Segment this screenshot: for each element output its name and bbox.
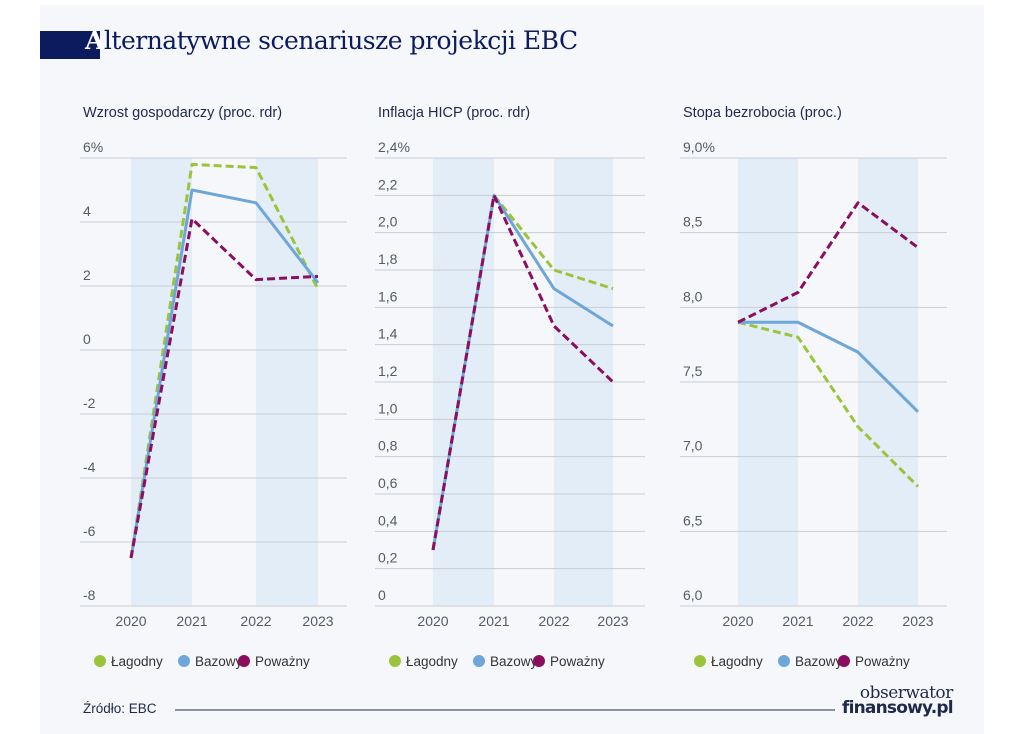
- y-tick-label: 9,0%: [683, 139, 715, 155]
- x-tick-label: 2022: [842, 613, 873, 629]
- legend-label: Poważny: [255, 654, 310, 669]
- y-tick-label: -4: [83, 459, 96, 475]
- y-tick-label: 1,6: [378, 288, 398, 304]
- y-tick-label: -2: [83, 395, 96, 411]
- legend-label: Łagodny: [406, 654, 458, 669]
- chart-title: Wzrost gospodarczy (proc. rdr): [83, 105, 282, 121]
- title-first-letter: A: [85, 26, 104, 55]
- y-tick-label: 8,5: [683, 214, 703, 230]
- y-tick-label: 8,0: [683, 288, 703, 304]
- y-tick-label: 4: [83, 203, 91, 219]
- series-line-łagodny: [129, 162, 320, 559]
- y-tick-label: 0,6: [378, 475, 398, 491]
- y-tick-label: 1,4: [378, 326, 398, 342]
- x-tick-label: 2020: [115, 613, 146, 629]
- chart-title: Stopa bezrobocia (proc.): [683, 105, 842, 121]
- legend-marker: [533, 655, 545, 667]
- series-line-bazowy: [129, 188, 320, 559]
- y-tick-label: 7,5: [683, 363, 703, 379]
- legend-label: Bazowy: [795, 654, 843, 669]
- y-tick-label: 7,0: [683, 438, 703, 454]
- y-tick-label: 2,2: [378, 176, 398, 192]
- x-tick-label: 2023: [597, 613, 628, 629]
- chart-3: 6,0 6,5 7,0 7,5 8,0 8,5 9,0% Stopa bezrobocia (…: [680, 105, 947, 669]
- chart-2: 0 0,2 0,4 0,6 0,8 1,0 1,2 1,4 1,6 1,8 2,0 2,2 2,4% In…: [375, 105, 645, 669]
- footer-divider: [175, 709, 835, 711]
- x-tick-label: 2020: [722, 613, 753, 629]
- legend-label: Łagodny: [711, 654, 763, 669]
- y-tick-label: 1,2: [378, 363, 398, 379]
- y-tick-label: 6,5: [683, 512, 703, 528]
- x-tick-label: 2021: [782, 613, 813, 629]
- y-tick-label: 2: [83, 267, 91, 283]
- series-line-poważny: [129, 217, 319, 559]
- legend-marker: [94, 655, 106, 667]
- x-tick-label: 2021: [478, 613, 509, 629]
- legend-marker: [178, 655, 190, 667]
- y-tick-label: 0,4: [378, 512, 398, 528]
- y-tick-label: 0: [83, 331, 91, 347]
- y-tick-label: 2,4%: [378, 139, 410, 155]
- series-line-łagodny: [431, 193, 614, 551]
- legend-marker: [389, 655, 401, 667]
- infographic-card: [40, 5, 984, 734]
- y-tick-label: 2,0: [378, 214, 398, 230]
- series-line-łagodny: [737, 320, 920, 488]
- y-tick-label: 0: [378, 587, 386, 603]
- page-title: Alternatywne scenariusze projekcji EBC: [85, 26, 578, 55]
- y-tick-label: -6: [83, 523, 96, 539]
- x-tick-label: 2023: [902, 613, 933, 629]
- chart-1: -8 -6 -4 -2 0 2 4 6% Wzrost gospodarczy (proc. r…: [80, 105, 347, 669]
- chart-title: Inflacja HICP (proc. rdr): [378, 105, 530, 121]
- source-note: Źródło: EBC: [83, 701, 157, 716]
- y-tick-label: 6%: [83, 139, 103, 155]
- x-tick-label: 2022: [240, 613, 271, 629]
- shaded-band: [256, 158, 318, 606]
- y-tick-label: 0,8: [378, 438, 398, 454]
- title-text: lternatywne scenariusze projekcji EBC: [103, 26, 578, 55]
- legend-label: Poważny: [550, 654, 605, 669]
- series-line-bazowy: [738, 320, 920, 413]
- series-line-poważny: [737, 201, 919, 324]
- legend-label: Łagodny: [111, 654, 163, 669]
- x-tick-label: 2022: [538, 613, 569, 629]
- legend-label: Bazowy: [195, 654, 243, 669]
- legend-marker: [694, 655, 706, 667]
- legend-marker: [838, 655, 850, 667]
- series-line-poważny: [431, 193, 615, 551]
- legend-marker: [778, 655, 790, 667]
- legend-marker: [473, 655, 485, 667]
- y-tick-label: 1,8: [378, 251, 398, 267]
- legend-label: Poważny: [855, 654, 910, 669]
- x-tick-label: 2023: [302, 613, 333, 629]
- x-tick-label: 2021: [176, 613, 207, 629]
- legend-label: Bazowy: [490, 654, 538, 669]
- legend-marker: [238, 655, 250, 667]
- y-tick-label: 0,2: [378, 550, 398, 566]
- title-accent-bar: [40, 31, 100, 59]
- y-tick-label: 6,0: [683, 587, 703, 603]
- x-tick-label: 2020: [417, 613, 448, 629]
- logo: obserwator finansowy.pl: [842, 683, 954, 718]
- y-tick-label: 1,0: [378, 400, 398, 416]
- y-tick-label: -8: [83, 587, 96, 603]
- series-line-bazowy: [431, 193, 614, 551]
